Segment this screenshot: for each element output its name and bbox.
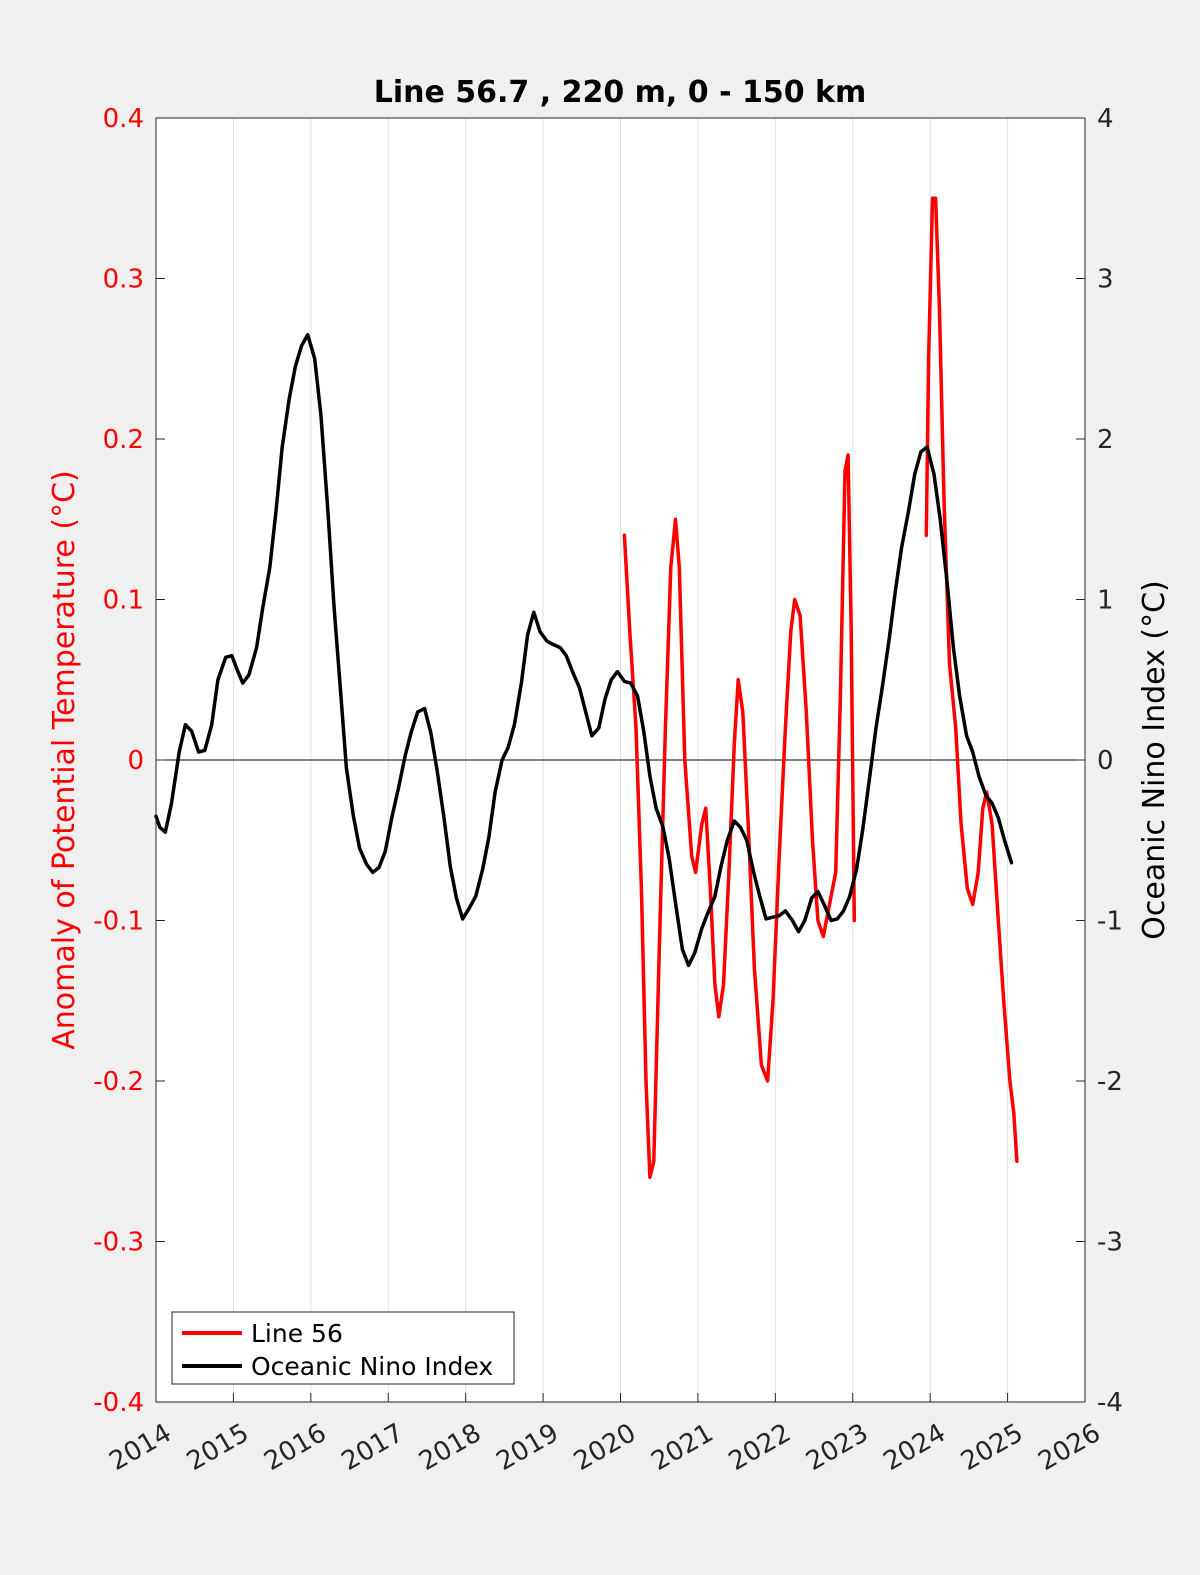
- right-tick-label: -3: [1097, 1228, 1123, 1258]
- left-tick-label: 0.1: [103, 586, 144, 616]
- legend: Line 56 Oceanic Nino Index: [171, 1311, 515, 1385]
- left-tick-label: 0.4: [103, 104, 144, 134]
- right-axis-label: Oceanic Nino Index (°C): [1137, 580, 1172, 940]
- left-tick-label: 0: [127, 746, 144, 776]
- left-tick-label: -0.2: [93, 1067, 144, 1097]
- right-tick-label: 0: [1097, 746, 1114, 776]
- right-tick-label: 3: [1097, 265, 1114, 295]
- left-tick-label: -0.1: [93, 907, 144, 937]
- right-tick-label: 1: [1097, 586, 1114, 616]
- legend-oni-label: Oceanic Nino Index: [251, 1352, 493, 1381]
- x-axis-ticks: 2014 2015 2016 2017 2018 2019 2020 2021 2022 2023…: [104, 1393, 1106, 1477]
- line56-series: [924, 196, 1019, 1164]
- x-tick-label: 2024: [879, 1418, 951, 1477]
- x-tick-label: 2022: [724, 1418, 796, 1477]
- line56-series: [622, 453, 857, 1180]
- x-tick-label: 2026: [1033, 1418, 1105, 1477]
- x-tick-label: 2020: [569, 1418, 641, 1477]
- x-tick-label: 2025: [956, 1418, 1028, 1477]
- right-tick-label: -2: [1097, 1067, 1123, 1097]
- legend-line56-label: Line 56: [251, 1319, 343, 1348]
- series-layer: [154, 196, 1019, 1180]
- x-tick-label: 2019: [491, 1418, 563, 1477]
- x-tick-label: 2023: [801, 1418, 873, 1477]
- right-tick-label: 2: [1097, 425, 1114, 455]
- x-tick-label: 2018: [414, 1418, 486, 1477]
- left-axis-label: Anomaly of Potential Temperature (°C): [47, 470, 82, 1049]
- legend-box: [171, 1311, 515, 1385]
- x-tick-label: 2021: [646, 1418, 718, 1477]
- x-tick-label: 2017: [337, 1418, 409, 1477]
- left-tick-label: 0.2: [103, 425, 144, 455]
- right-axis-ticks: -4 -3 -2 -1 0 1 2 3 4: [1076, 104, 1123, 1418]
- chart-title: Line 56.7 , 220 m, 0 - 150 km: [374, 75, 867, 110]
- left-tick-label: -0.4: [93, 1388, 144, 1418]
- x-tick-label: 2016: [259, 1418, 331, 1477]
- right-tick-label: -1: [1097, 907, 1123, 937]
- right-tick-label: 4: [1097, 104, 1114, 134]
- left-tick-label: 0.3: [103, 265, 144, 295]
- oni-series: [154, 332, 1014, 968]
- x-tick-label: 2015: [182, 1418, 254, 1477]
- left-tick-label: -0.3: [93, 1228, 144, 1258]
- right-tick-label: -4: [1097, 1388, 1123, 1418]
- left-axis-ticks: -0.4 -0.3 -0.2 -0.1 0 0.1 0.2 0.3 0.4: [93, 104, 165, 1418]
- x-tick-label: 2014: [104, 1418, 176, 1477]
